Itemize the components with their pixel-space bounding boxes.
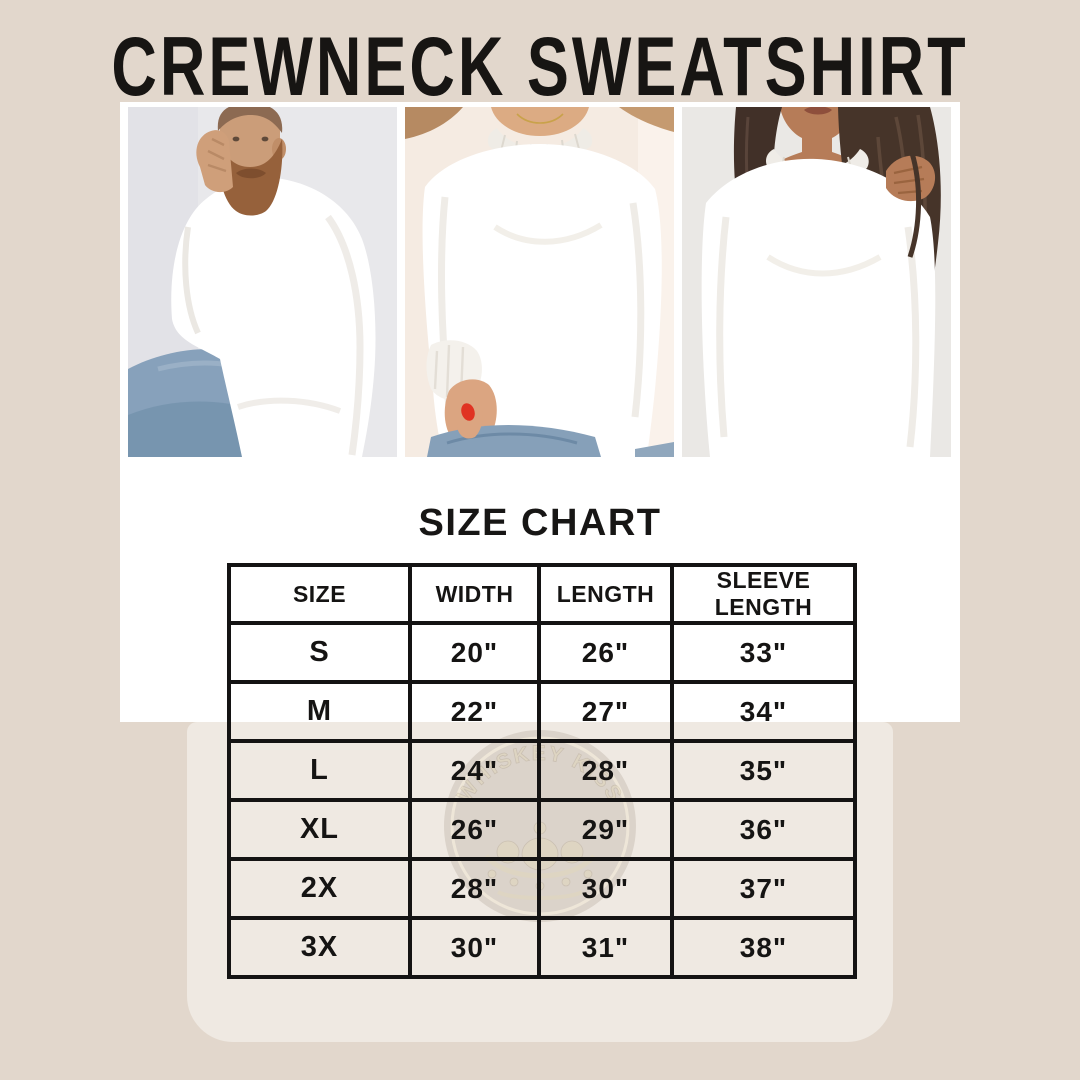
cell-length: 31" [537, 916, 674, 979]
photo-woman-hand-in-pocket [405, 107, 674, 457]
table-row: XL 26" 29" 36" [227, 798, 857, 861]
cell-width: 26" [408, 798, 541, 861]
cell-size: 2X [227, 857, 412, 920]
cell-width: 24" [408, 739, 541, 802]
cell-sleeve-length: 34" [670, 680, 857, 743]
table-row: 3X 30" 31" 38" [227, 916, 857, 979]
column-header-length: LENGTH [537, 563, 674, 625]
cell-width: 28" [408, 857, 541, 920]
cell-sleeve-length: 36" [670, 798, 857, 861]
table-header-row: SIZE WIDTH LENGTH SLEEVE LENGTH [227, 563, 857, 625]
cell-size: S [227, 621, 412, 684]
table-row: 2X 28" 30" 37" [227, 857, 857, 920]
cell-width: 30" [408, 916, 541, 979]
cell-sleeve-length: 38" [670, 916, 857, 979]
cell-sleeve-length: 33" [670, 621, 857, 684]
cell-length: 26" [537, 621, 674, 684]
column-header-size: SIZE [227, 563, 412, 625]
product-photos [128, 107, 951, 457]
column-header-width: WIDTH [408, 563, 541, 625]
cell-sleeve-length: 37" [670, 857, 857, 920]
cell-length: 29" [537, 798, 674, 861]
table-row: M 22" 27" 34" [227, 680, 857, 743]
cell-width: 20" [408, 621, 541, 684]
cell-width: 22" [408, 680, 541, 743]
page-title-text: CREWNECK SWEATSHIRT [111, 21, 969, 114]
table-row: L 24" 28" 35" [227, 739, 857, 802]
photo-woman-long-dark-hair [682, 107, 951, 457]
cell-size: XL [227, 798, 412, 861]
cell-sleeve-length: 35" [670, 739, 857, 802]
column-header-sleeve-length: SLEEVE LENGTH [670, 563, 857, 625]
cell-size: M [227, 680, 412, 743]
size-chart-heading: SIZE CHART [418, 502, 662, 544]
content-card [120, 102, 960, 722]
size-chart-table: SIZE WIDTH LENGTH SLEEVE LENGTH S 20" 26… [227, 563, 857, 979]
photo-bearded-man-sitting [128, 107, 397, 457]
cell-size: L [227, 739, 412, 802]
cell-length: 27" [537, 680, 674, 743]
cell-length: 30" [537, 857, 674, 920]
size-table-body: S 20" 26" 33" M 22" 27" 34" L 24" 28" 35… [227, 621, 857, 979]
table-row: S 20" 26" 33" [227, 621, 857, 684]
cell-length: 28" [537, 739, 674, 802]
cell-size: 3X [227, 916, 412, 979]
page-title: CREWNECK SWEATSHIRT [0, 20, 1080, 113]
